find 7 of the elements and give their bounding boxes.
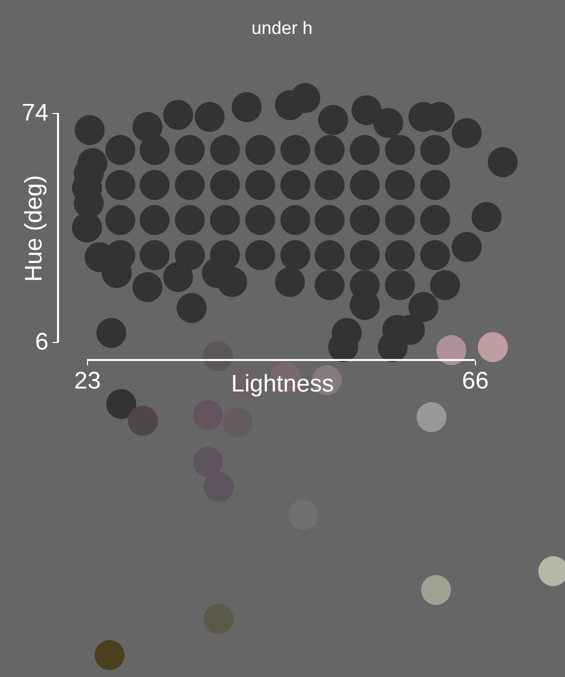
- x-axis-title: Lightness: [231, 370, 334, 398]
- y-tick-label: 6: [35, 328, 48, 356]
- x-tick-label: 23: [74, 368, 101, 394]
- y-axis-title: Hue (deg): [20, 175, 48, 282]
- text: under h: [251, 18, 313, 38]
- y-tick-label: 74: [22, 99, 48, 126]
- x-tick-label: 66: [462, 368, 489, 394]
